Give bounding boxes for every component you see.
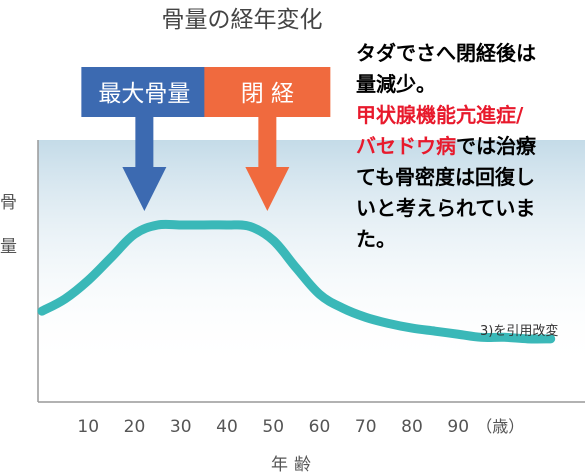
x-unit-label: （歳） bbox=[476, 417, 524, 436]
x-tick-label: 30 bbox=[170, 417, 192, 437]
overlay-comment: タダでさへ閉経後は 量減少。 甲状腺機能亢進症/ バセドウ病では治療 ても骨密度… bbox=[356, 38, 585, 255]
annotation-arrow-shaft bbox=[135, 117, 154, 169]
x-tick-label: 60 bbox=[309, 417, 331, 437]
overlay-line-3: 甲状腺機能亢進症/ bbox=[356, 103, 524, 127]
annotation-box bbox=[204, 67, 331, 117]
peak-bone-mass-marker: 最大骨量 bbox=[81, 67, 208, 211]
overlay-line-7: た。 bbox=[356, 227, 396, 251]
source-note: 3)を引用改変 bbox=[480, 323, 558, 339]
overlay-line-2: 量減少。 bbox=[356, 72, 436, 96]
x-tick-label: 80 bbox=[401, 417, 423, 437]
bone-mass-curve bbox=[37, 219, 556, 344]
annotation-box bbox=[81, 67, 208, 117]
x-tick-label: 10 bbox=[77, 417, 99, 437]
overlay-line-4-rest: では治療 bbox=[456, 134, 536, 158]
annotation-label: 最大骨量 bbox=[98, 81, 190, 107]
x-tick-label: 90 bbox=[447, 417, 469, 437]
x-tick-labels: 10 20 30 40 50 60 70 80 90 （歳） bbox=[77, 417, 524, 437]
x-tick-label: 40 bbox=[216, 417, 238, 437]
annotation-label: 閉 経 bbox=[241, 81, 294, 107]
overlay-line-6: いと考えられていま bbox=[356, 196, 536, 220]
chart-title: 骨量の経年変化 bbox=[162, 7, 323, 33]
disease-name: バセドウ病 bbox=[356, 134, 456, 158]
x-tick-label: 20 bbox=[124, 417, 146, 437]
menopause-marker: 閉 経 bbox=[204, 67, 331, 211]
overlay-line-4: バセドウ病では治療 bbox=[356, 131, 585, 162]
annotation-arrow-head bbox=[245, 167, 290, 211]
x-tick-label: 50 bbox=[262, 417, 284, 437]
y-axis-label-1: 骨 bbox=[0, 193, 17, 213]
x-axis-label: 年齢 bbox=[271, 455, 317, 475]
x-tick-label: 70 bbox=[355, 417, 377, 437]
overlay-line-1: タダでさへ閉経後は bbox=[356, 41, 536, 65]
annotation-arrow-shaft bbox=[258, 117, 277, 169]
overlay-line-5: ても骨密度は回復し bbox=[356, 165, 535, 189]
y-axis-label-2: 量 bbox=[0, 237, 17, 257]
annotation-arrow-head bbox=[122, 167, 167, 211]
